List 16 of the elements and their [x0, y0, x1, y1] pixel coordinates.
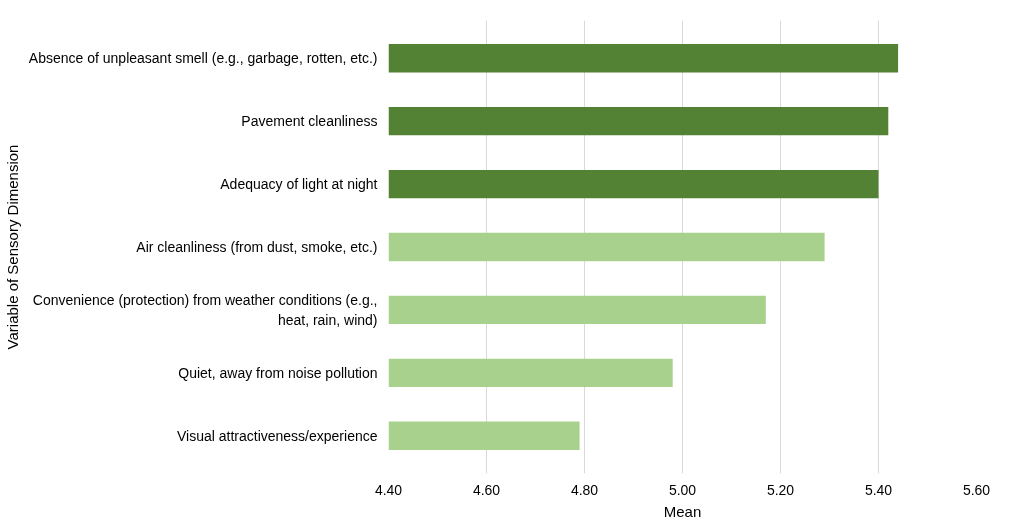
y-tick-label: Visual attractiveness/experience	[176, 427, 378, 444]
y-tick-label: Absence of unpleasant smell (e.g., garbage, rotten, etc.)	[28, 50, 378, 67]
y-tick-label: Quiet, away from noise pollution	[178, 364, 378, 381]
y-axis-title: Variable of Sensory Dimension	[3, 144, 21, 350]
x-axis-title: Mean	[663, 502, 702, 520]
x-tick-label: 5.60	[962, 481, 991, 498]
x-tick-label: 4.80	[570, 481, 599, 498]
y-tick-label: Air cleanliness (from dust, smoke, etc.)	[136, 239, 378, 255]
y-tick-label: Pavement cleanliness	[241, 113, 378, 130]
x-tick-label: 5.40	[864, 481, 893, 498]
x-tick-label: 5.00	[668, 481, 697, 498]
x-tick-label: 4.40	[374, 481, 403, 498]
x-tick-label: 5.20	[766, 481, 795, 498]
y-tick-label: Adequacy of light at night	[220, 176, 378, 193]
x-tick-label: 4.60	[472, 481, 501, 498]
y-tick-label: Convenience (protection) from weather conditions (e.g., heat, rain, wind)	[32, 292, 378, 328]
